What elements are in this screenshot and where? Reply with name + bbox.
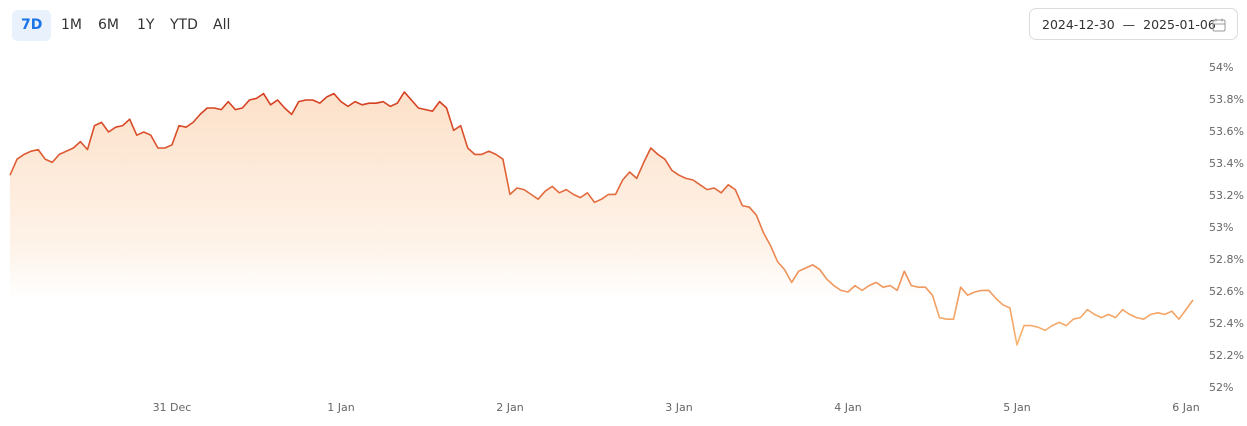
- x-tick-label: 2 Jan: [496, 401, 523, 414]
- y-tick-label: 53.8%: [1209, 93, 1244, 106]
- y-tick-label: 53.6%: [1209, 125, 1244, 138]
- x-tick-label: 5 Jan: [1003, 401, 1030, 414]
- calendar-icon: [1212, 18, 1226, 32]
- date-range[interactable]: 2024-12-30 — 2025-01-06: [1029, 8, 1238, 40]
- y-tick-label: 54%: [1209, 61, 1233, 74]
- x-tick-label: 6 Jan: [1172, 401, 1199, 414]
- y-tick-label: 52.2%: [1209, 349, 1244, 362]
- x-tick-label: 4 Jan: [834, 401, 861, 414]
- line: [9, 91, 1194, 346]
- x-tick-label: 3 Jan: [665, 401, 692, 414]
- y-tick-label: 52.8%: [1209, 253, 1244, 266]
- y-tick-label: 53%: [1209, 221, 1233, 234]
- range-button[interactable]: 6M: [98, 17, 119, 33]
- date-start: 2024-12-30: [1042, 17, 1115, 32]
- range-button[interactable]: 7D: [12, 10, 52, 41]
- y-tick-label: 52.4%: [1209, 317, 1244, 330]
- range-button[interactable]: All: [213, 17, 231, 33]
- range-button[interactable]: 1Y: [137, 17, 155, 33]
- range-button[interactable]: 1M: [61, 17, 82, 33]
- x-tick-label: 1 Jan: [327, 401, 354, 414]
- range-button[interactable]: YTD: [170, 17, 198, 33]
- y-tick-label: 53.2%: [1209, 189, 1244, 202]
- date-end: 2025-01-06: [1143, 17, 1216, 32]
- y-tick-label: 52.6%: [1209, 285, 1244, 298]
- y-tick-label: 53.4%: [1209, 157, 1244, 170]
- area: [10, 92, 1193, 345]
- date-separator: —: [1122, 17, 1136, 32]
- y-tick-label: 52%: [1209, 381, 1233, 394]
- x-tick-label: 31 Dec: [153, 401, 192, 414]
